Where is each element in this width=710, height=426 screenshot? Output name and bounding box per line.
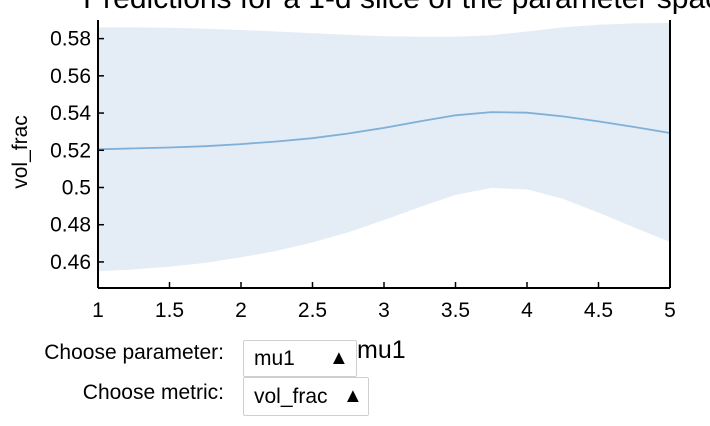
y-tick-label: 0.58 [50, 28, 91, 51]
x-tick-label: 2 [235, 299, 247, 322]
metric-label: Choose metric: [82, 381, 224, 404]
chart-title: Predictions for a 1-d slice of the param… [83, 0, 710, 15]
parameter-select-value: mu1 [254, 346, 295, 370]
x-tick-label: 4 [521, 299, 533, 322]
y-tick-label: 0.48 [50, 214, 91, 237]
x-tick-label: 5 [664, 299, 676, 322]
metric-select-value: vol_frac [254, 384, 328, 408]
caret-up-icon: ▲ [329, 347, 349, 369]
y-tick-label: 0.56 [50, 65, 91, 88]
y-tick-label: 0.5 [62, 177, 91, 200]
parameter-select[interactable]: mu1 ▲ [243, 340, 357, 377]
parameter-label: Choose parameter: [44, 341, 224, 364]
x-tick-label: 1.5 [155, 299, 184, 322]
y-tick-label: 0.46 [50, 251, 91, 274]
x-tick-label: 2.5 [298, 299, 327, 322]
parameter-echo: mu1 [357, 336, 406, 364]
x-tick-label: 3.5 [441, 299, 470, 322]
caret-up-icon: ▲ [343, 385, 363, 407]
y-axis-label: vol_frac [9, 115, 32, 189]
mean-line [97, 111, 671, 151]
x-tick-label: 3 [378, 299, 390, 322]
metric-select[interactable]: vol_frac ▲ [243, 377, 369, 416]
x-tick-label: 1 [92, 299, 104, 322]
y-tick-label: 0.52 [50, 139, 91, 162]
confidence-band [98, 23, 670, 272]
x-tick-label: 4.5 [584, 299, 613, 322]
chart: 1 1.5 2 2.5 3 3.5 4 4.5 5 0.46 0.48 0.5 0.52 0.54 0.5… [9, 0, 710, 322]
y-tick-label: 0.54 [50, 102, 91, 125]
